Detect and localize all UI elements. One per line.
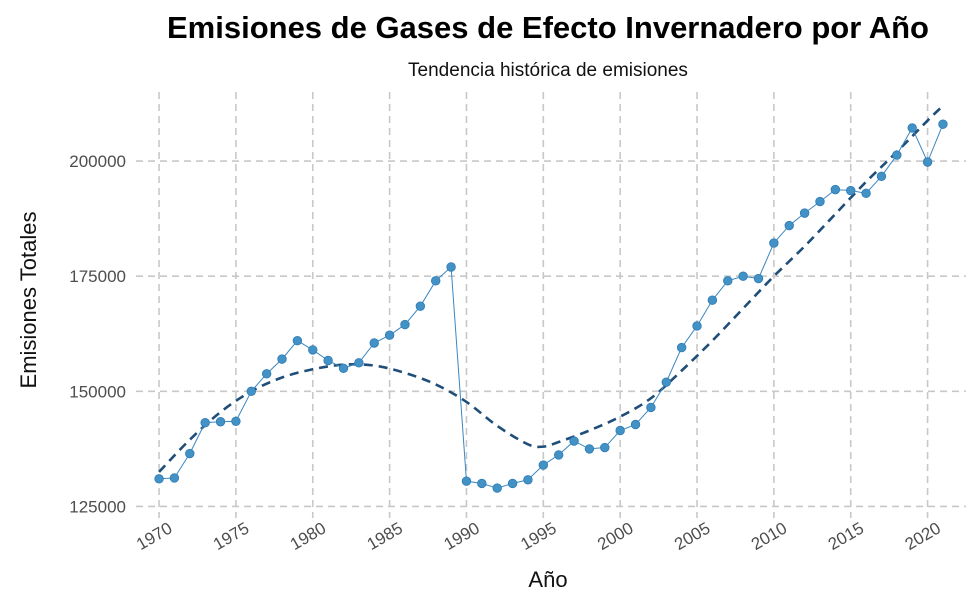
x-tick-label: 2000 xyxy=(594,519,636,554)
x-tick-label: 2010 xyxy=(748,519,790,554)
data-point-1977 xyxy=(261,369,272,379)
data-point-1994 xyxy=(523,475,533,485)
data-point-1993 xyxy=(507,478,518,489)
data-point-1996 xyxy=(553,450,564,460)
data-point-2000 xyxy=(615,425,625,436)
tick-labels: 1970 1975 1980 1985 1990 1995 2000 2005 2010 2015… xyxy=(69,152,944,554)
data-point-2007 xyxy=(723,276,733,286)
y-tick-label: 175000 xyxy=(69,267,126,286)
data-point-2013 xyxy=(815,196,825,207)
observed-series xyxy=(159,124,944,489)
data-point-2006 xyxy=(707,295,718,305)
data-point-2018 xyxy=(892,150,902,160)
data-point-1997 xyxy=(569,436,579,446)
data-point-1990 xyxy=(461,476,472,486)
x-tick-label: 1995 xyxy=(517,519,559,554)
data-point-2004 xyxy=(676,342,687,353)
data-point-2001 xyxy=(630,419,641,430)
data-point-1981 xyxy=(323,355,333,366)
y-tick-label: 125000 xyxy=(69,497,126,516)
data-point-1995 xyxy=(538,460,549,470)
data-point-2014 xyxy=(830,184,841,195)
data-point-2020 xyxy=(922,157,933,167)
trend-series xyxy=(158,104,944,473)
data-point-1978 xyxy=(277,354,287,364)
data-point-2012 xyxy=(799,208,810,218)
data-point-1989 xyxy=(446,262,456,272)
y-tick-label: 200000 xyxy=(69,152,126,171)
data-point-1972 xyxy=(185,448,195,459)
data-point-2002 xyxy=(646,402,656,413)
data-point-1979 xyxy=(292,335,303,346)
data-point-1988 xyxy=(431,276,441,286)
data-point-1987 xyxy=(415,301,426,311)
data-point-2021 xyxy=(938,119,948,129)
data-point-1984 xyxy=(369,338,379,348)
data-point-2009 xyxy=(753,273,764,284)
grid xyxy=(136,92,966,518)
data-point-1973 xyxy=(200,417,210,428)
data-point-2019 xyxy=(907,123,917,133)
data-point-1998 xyxy=(584,444,595,454)
x-tick-label: 1990 xyxy=(441,519,483,554)
data-point-1991 xyxy=(477,478,487,489)
observed-points xyxy=(154,119,948,493)
data-point-1985 xyxy=(384,330,395,340)
x-tick-label: 1980 xyxy=(287,519,329,554)
y-axis-title: Emisiones Totales xyxy=(16,212,41,389)
data-point-1983 xyxy=(354,358,364,368)
data-point-1975 xyxy=(231,416,241,426)
data-point-2015 xyxy=(846,185,856,196)
x-axis-title: Año xyxy=(528,567,567,592)
data-point-2005 xyxy=(692,321,702,331)
data-point-1982 xyxy=(338,363,349,374)
data-point-2008 xyxy=(738,271,748,281)
x-tick-label: 1975 xyxy=(210,519,252,554)
x-tick-label: 2020 xyxy=(902,519,944,554)
data-point-1999 xyxy=(600,442,610,453)
data-point-2016 xyxy=(861,188,871,199)
data-point-1976 xyxy=(246,386,256,397)
y-tick-label: 150000 xyxy=(69,382,126,401)
data-point-1986 xyxy=(400,319,410,330)
x-tick-label: 1985 xyxy=(364,519,406,554)
data-point-2003 xyxy=(661,377,671,387)
chart-title: Emisiones de Gases de Efecto Invernadero… xyxy=(167,10,929,45)
x-tick-label: 2005 xyxy=(671,519,713,554)
data-point-2010 xyxy=(769,238,779,248)
data-point-1992 xyxy=(492,483,502,493)
data-point-1980 xyxy=(308,345,318,355)
data-point-2011 xyxy=(784,220,794,231)
data-point-1970 xyxy=(154,474,164,484)
x-tick-label: 1970 xyxy=(133,519,175,554)
observed-line xyxy=(159,124,944,489)
data-point-1971 xyxy=(169,473,180,483)
chart-subtitle: Tendencia histórica de emisiones xyxy=(408,60,688,81)
data-point-2017 xyxy=(876,171,887,181)
data-point-1974 xyxy=(215,417,226,427)
x-tick-label: 2015 xyxy=(825,519,867,554)
trend-line xyxy=(158,104,944,473)
